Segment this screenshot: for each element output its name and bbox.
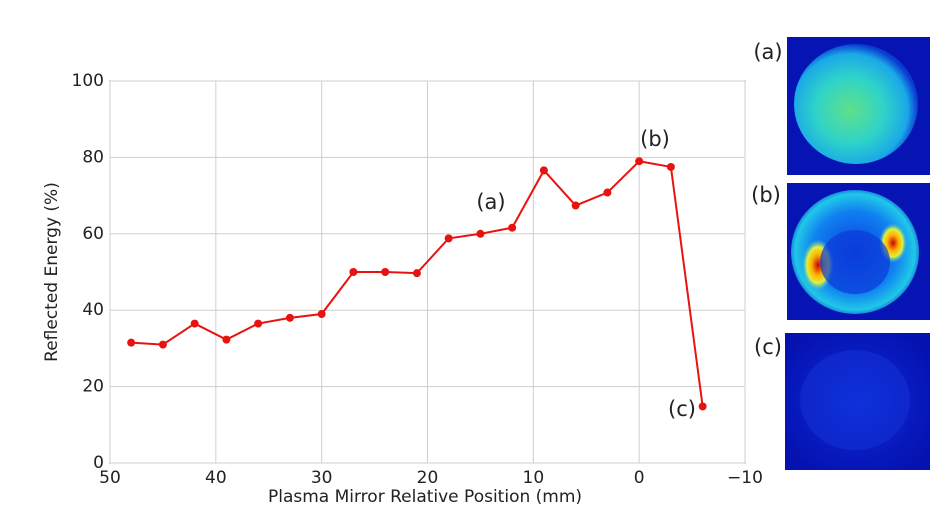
data-point: [412, 269, 421, 278]
panel-label: (a): [753, 40, 782, 64]
data-point: [317, 310, 326, 319]
data-point: [158, 340, 167, 349]
beam-profile: [800, 350, 910, 450]
x-tick-label: 0: [634, 468, 645, 488]
panel-label: (b): [751, 183, 781, 207]
annotation: (a): [476, 190, 505, 214]
image-panels: [785, 37, 930, 470]
data-point: [254, 319, 263, 328]
annotation: (b): [640, 127, 670, 151]
data-point: [603, 188, 612, 197]
data-point: [381, 268, 390, 276]
x-tick-label: 30: [311, 468, 333, 488]
y-tick-label: 60: [82, 224, 104, 244]
x-tick-label: 10: [523, 468, 545, 488]
data-point: [666, 162, 675, 171]
x-tick-label: 40: [205, 468, 227, 488]
data-point: [127, 338, 136, 347]
data-line: [131, 160, 704, 407]
y-axis-label: Reflected Energy (%): [42, 182, 62, 362]
y-tick-label: 0: [93, 453, 104, 473]
x-tick-label: −10: [727, 468, 763, 488]
data-point: [635, 157, 644, 166]
beam-profile: [794, 44, 918, 164]
dark-core: [820, 230, 890, 294]
data-point: [349, 268, 358, 276]
panel-label: (c): [754, 335, 782, 359]
data-point: [539, 166, 548, 175]
data-point: [190, 319, 199, 328]
data-point: [476, 229, 485, 238]
x-tick-label: 20: [417, 468, 439, 488]
data-point: [285, 313, 294, 322]
data-point: [508, 223, 517, 232]
panel-image: [785, 333, 930, 470]
data-point: [222, 335, 231, 344]
y-tick-label: 20: [82, 377, 104, 397]
x-axis-label: Plasma Mirror Relative Position (mm): [268, 487, 582, 506]
data-point: [698, 402, 707, 411]
annotation: (c): [668, 397, 696, 421]
y-tick-label: 100: [72, 71, 104, 91]
y-tick-label: 40: [82, 300, 104, 320]
x-tick-label: 50: [99, 468, 121, 488]
y-tick-label: 80: [82, 147, 104, 167]
data-point: [571, 201, 580, 210]
data-point: [444, 234, 453, 243]
